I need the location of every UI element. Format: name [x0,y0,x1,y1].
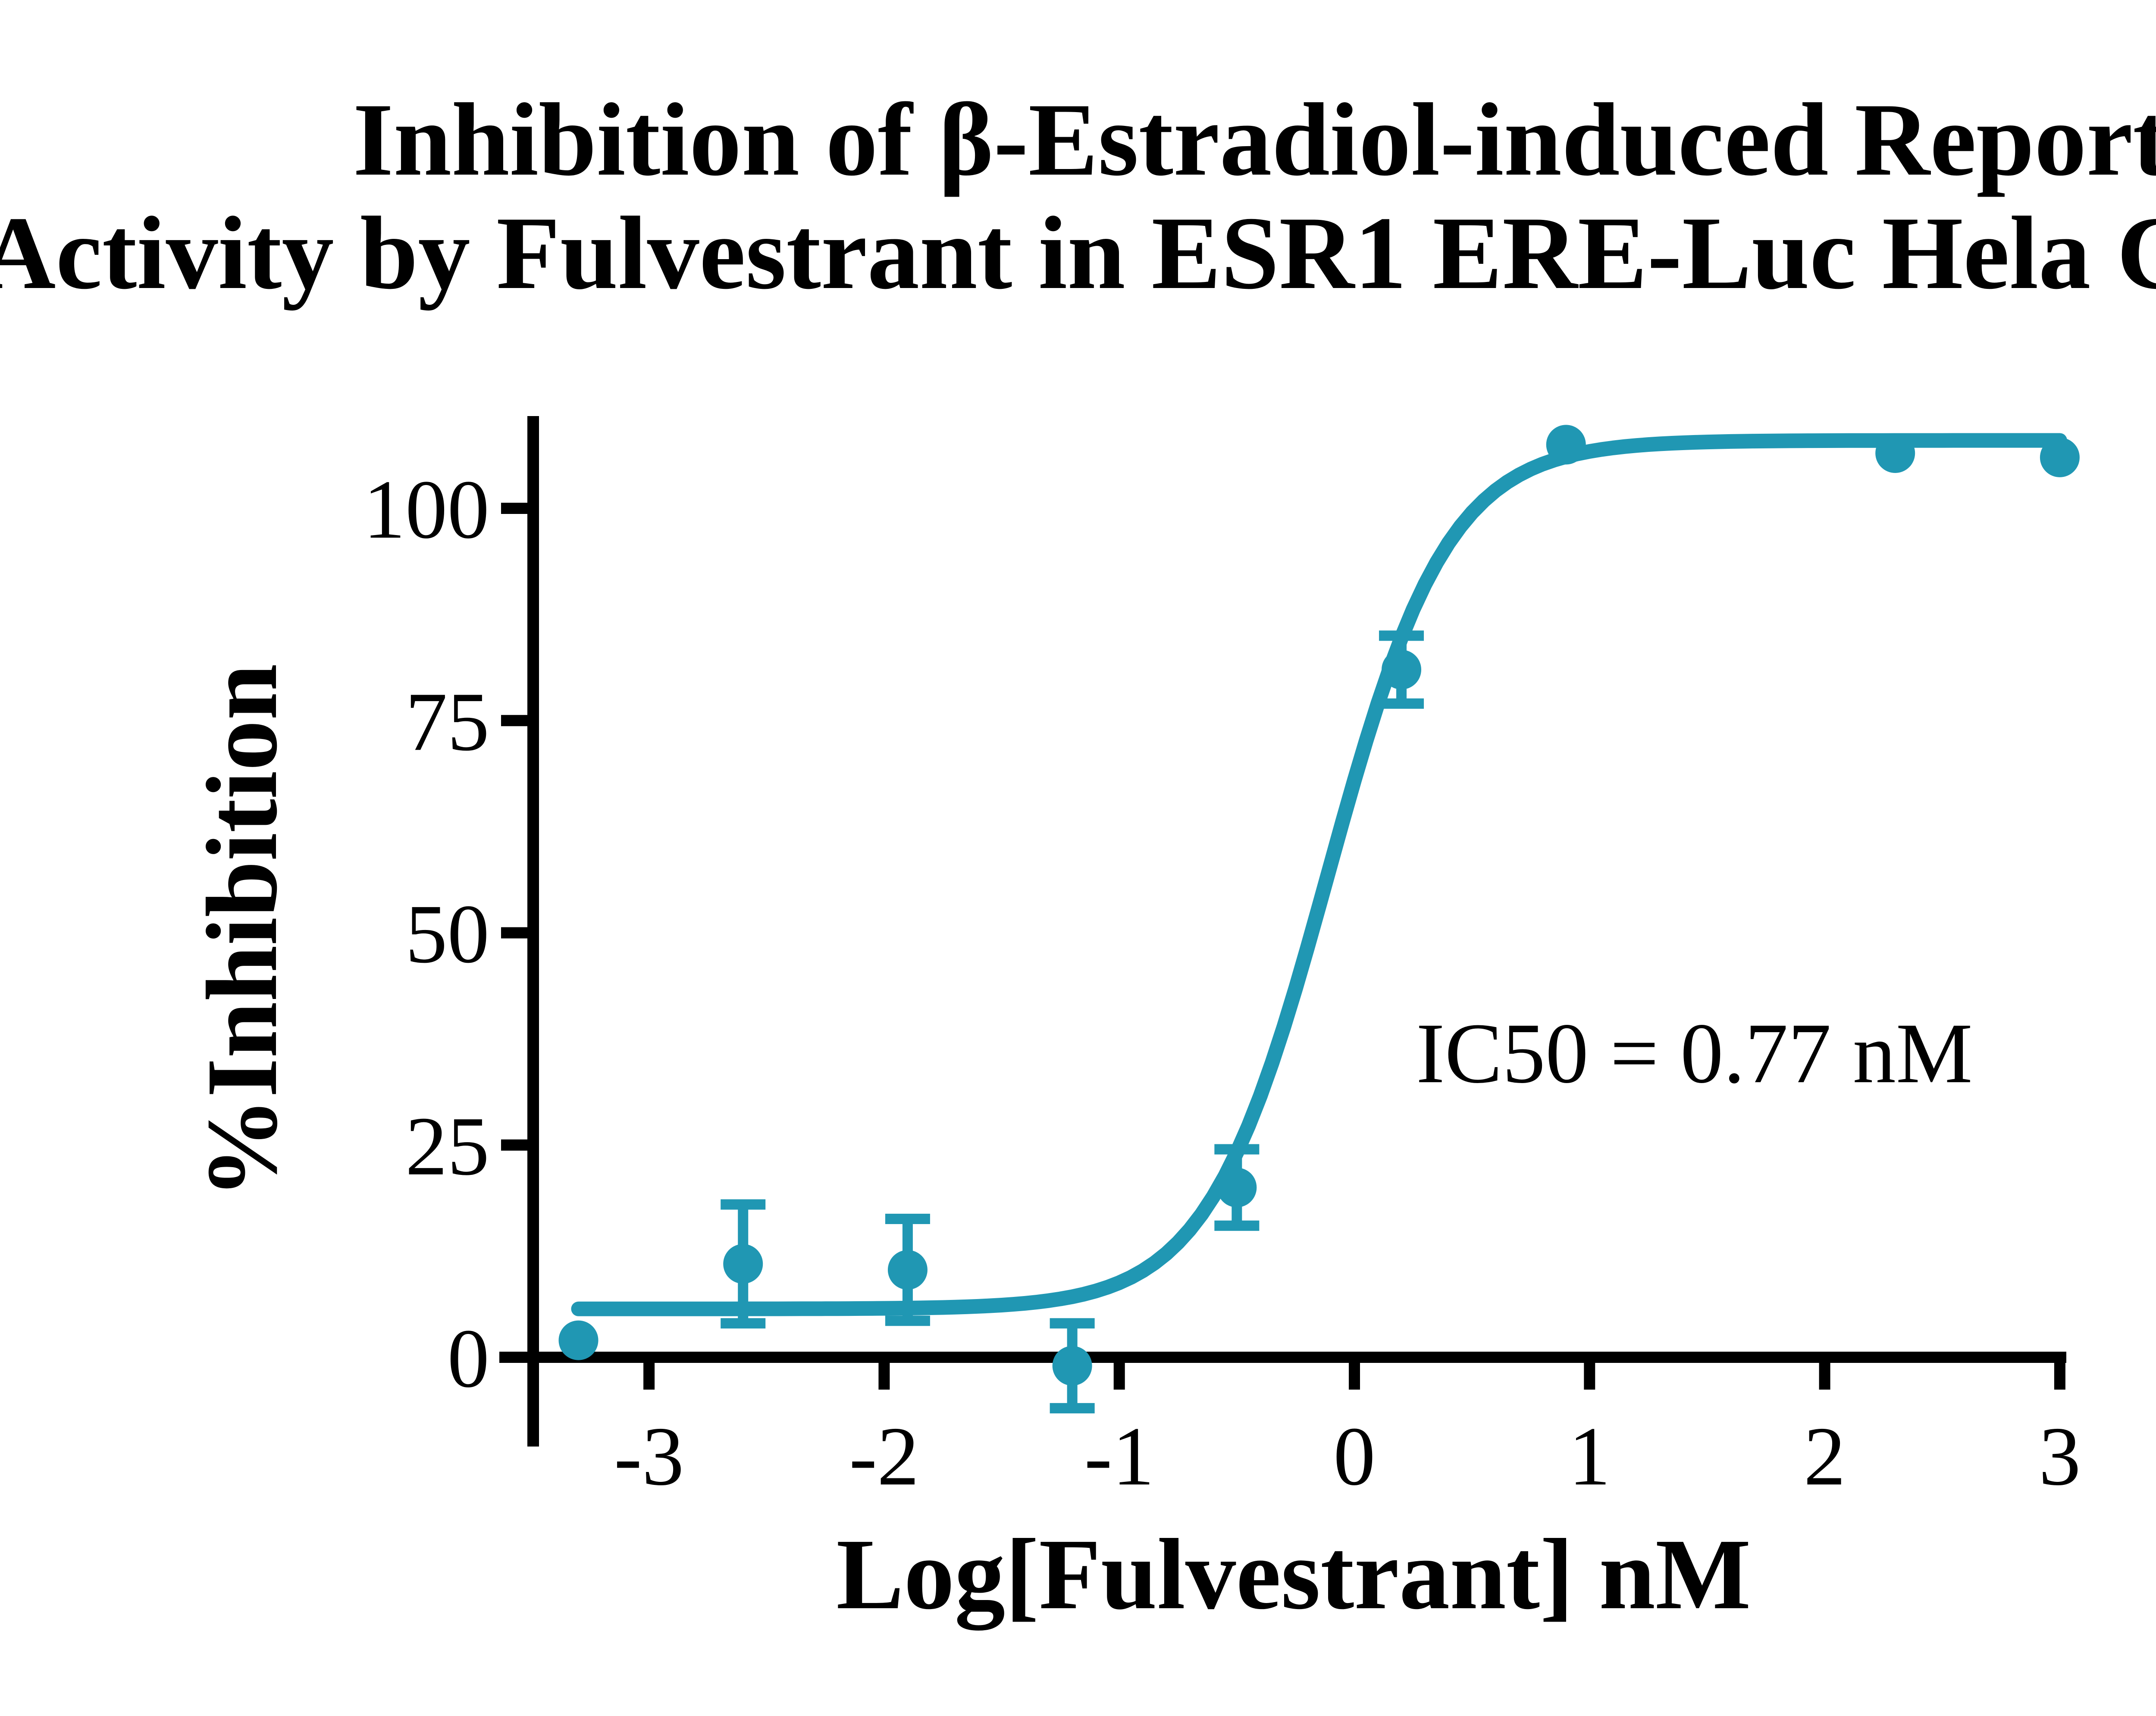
y-tick-label: 0 [448,1312,490,1405]
data-point [1546,425,1586,465]
tick-marks: -3 -2 -1 0 1 2 3 0 25 50 75 100 [364,463,2081,1503]
y-tick-mark [501,503,527,514]
x-tick-label: 3 [2039,1410,2081,1503]
plot-area [558,425,2080,1414]
x-tick-label: -2 [849,1410,919,1503]
chart-title-line-1: Inhibition of β-Estradiol-induced Report… [353,82,2156,197]
x-tick-mark [2054,1363,2065,1390]
data-point [887,1250,928,1290]
y-tick-label: 100 [364,463,490,556]
x-axis-title: Log[Fulvestrant] nM [836,1518,1751,1631]
data-point [1052,1346,1092,1386]
y-tick-mark [501,1139,527,1151]
x-tick-label: 2 [1804,1410,1846,1503]
data-point [1217,1168,1257,1208]
error-bar-cap-bottom [721,1318,766,1329]
x-tick-label: -1 [1084,1410,1154,1503]
data-point [723,1244,763,1284]
data-point [1875,433,1915,473]
chart-title-line-2: Activity by Fulvestrant in ESR1 ERE-Luc … [0,195,2156,311]
y-tick-mark [501,927,527,939]
y-tick-label: 75 [405,675,489,768]
y-tick-mark [501,715,527,726]
error-bar-cap-bottom [885,1315,930,1326]
x-axis-line [499,1352,2066,1363]
axes: -3 -2 -1 0 1 2 3 0 25 50 75 100 [364,416,2081,1503]
y-tick-label: 50 [405,888,489,981]
y-tick-mark [501,1352,527,1363]
x-tick-mark [878,1363,890,1390]
x-tick-mark [643,1363,655,1390]
error-bar-cap-top [885,1214,930,1224]
x-tick-mark [1819,1363,1830,1390]
data-point [2040,437,2080,477]
x-tick-label: -3 [614,1410,684,1503]
fit-curve [571,433,2067,1316]
x-tick-label: 1 [1569,1410,1611,1503]
error-bar-cap-top [1050,1318,1095,1329]
x-tick-mark [1584,1363,1595,1390]
y-axis-title: %Inhibition [186,664,298,1199]
error-bar-cap-bottom [1214,1220,1260,1231]
error-bar-cap-top [721,1199,766,1210]
error-bar-cap-bottom [1050,1403,1095,1414]
ic50-annotation: IC50 = 0.77 nM [1416,1006,1973,1101]
x-tick-mark [1349,1363,1360,1390]
x-tick-mark [1113,1363,1125,1390]
data-point [558,1320,599,1360]
y-tick-label: 25 [405,1100,489,1193]
y-axis-line [527,416,539,1447]
x-tick-label: 0 [1333,1410,1376,1503]
data-point [1382,650,1422,690]
